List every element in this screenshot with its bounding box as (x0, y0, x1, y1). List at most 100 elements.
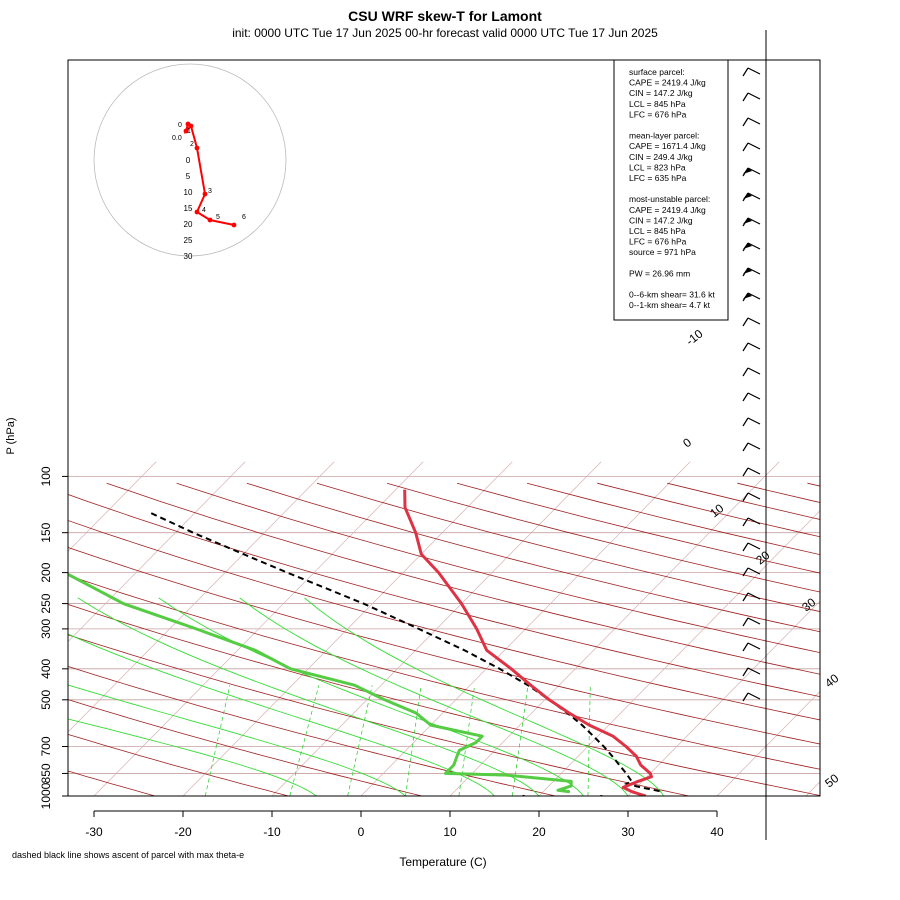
barb-shaft (747, 92, 761, 100)
hodograph-point-label: 4 (202, 207, 206, 214)
dry-adiabat-line (526, 482, 820, 556)
moist-adiabat-line (158, 597, 584, 796)
isotherm-line (0, 462, 67, 803)
background-grid: 1 2 3 5 8 12 20 (0, 461, 900, 809)
barb-flag (743, 218, 752, 224)
y-tick-label: 150 (39, 522, 53, 542)
wind-barb (742, 667, 761, 677)
hodograph-point (194, 209, 200, 215)
hodograph-ring-label: 15 (184, 204, 193, 213)
y-tick-label: 100 (39, 466, 53, 486)
barb-shaft (747, 642, 761, 650)
wind-barb (742, 267, 761, 277)
hodograph-point-label: 3 (208, 188, 212, 195)
wind-barb (742, 642, 761, 652)
mixing-ratio-line (204, 685, 231, 796)
barb-feather (742, 442, 749, 452)
barb-shaft (747, 67, 761, 75)
isotherm-line (68, 461, 157, 552)
dry-adiabat-line (68, 733, 291, 796)
y-tick-label: 200 (39, 562, 53, 582)
info-box-line: LCL = 845 hPa (629, 226, 686, 236)
mixing-ratio-line (347, 685, 373, 796)
x-tick-label: -30 (85, 825, 103, 839)
wind-barb (742, 67, 761, 77)
hodograph-point (183, 128, 189, 134)
dry-adiabat-line (68, 770, 157, 796)
x-axis-title: Temperature (C) (399, 855, 486, 869)
wind-barb (742, 242, 761, 252)
wind-barb (742, 617, 761, 627)
x-tick-label: 40 (710, 825, 724, 839)
y-tick-label: 400 (39, 658, 53, 678)
hodograph-point (231, 222, 237, 228)
barb-shaft (747, 367, 761, 375)
barb-shaft (747, 292, 761, 300)
barb-shaft (747, 217, 761, 225)
isotherm-line (538, 510, 820, 796)
isotherm-line (360, 461, 691, 796)
isotherm-label: 20 (753, 548, 772, 567)
y-tick-label: 850 (39, 763, 53, 783)
info-box-line: mean-layer parcel: (629, 131, 699, 141)
barb-feather (742, 667, 749, 677)
barb-feather (742, 367, 749, 377)
mixing-ratio-line (405, 685, 422, 796)
info-box-line: surface parcel: (629, 67, 685, 77)
barb-shaft (747, 342, 761, 350)
barb-flag (743, 168, 752, 174)
isotherm-label: 40 (822, 671, 841, 690)
hodograph-point-label: 2 (190, 141, 194, 148)
dewpoint-line (68, 572, 573, 794)
isotherm-label: 30 (799, 595, 818, 614)
dry-adiabat-line (68, 699, 424, 796)
barb-feather (742, 417, 749, 427)
hodograph-ring-label: 10 (184, 188, 193, 197)
x-tick-label: 10 (443, 825, 457, 839)
barb-flag (743, 268, 752, 274)
info-box-line: LFC = 635 hPa (629, 173, 687, 183)
info-box-line: LCL = 845 hPa (629, 99, 686, 109)
wind-barb (742, 317, 761, 327)
plot-frame (67, 59, 821, 797)
hodograph-point (202, 191, 208, 197)
moist-adiabat-line (239, 597, 629, 796)
wind-barb (742, 292, 761, 302)
mixing-ratio-label: 5 (405, 797, 417, 808)
info-box-line: most-unstable parcel: (629, 194, 710, 204)
barb-shaft (747, 542, 761, 550)
hodograph: 0 5 10 15 20 25 30 0 0.0 1 2 3 4 5 6 (93, 63, 287, 261)
barb-feather (742, 692, 749, 702)
barb-feather (742, 542, 749, 552)
barb-shaft (747, 667, 761, 675)
wind-barb (742, 467, 761, 477)
y-tick-label: 500 (39, 689, 53, 709)
wind-barb (742, 142, 761, 152)
moist-adiabat-line (68, 633, 495, 796)
barb-flag (743, 243, 752, 249)
hodograph-ring-label: 5 (186, 172, 191, 181)
hodograph-point-label: 5 (216, 214, 220, 221)
mixing-ratio-label: 12 (516, 793, 532, 809)
mixing-ratio-label: 1 (199, 797, 211, 808)
wind-barb (742, 692, 761, 702)
isotherm-label: -10 (683, 326, 706, 348)
x-tick-label: 20 (532, 825, 546, 839)
info-box-line: LFC = 676 hPa (629, 109, 687, 119)
dry-adiabat-line (68, 520, 820, 721)
barb-shaft (747, 442, 761, 450)
chart-title: CSU WRF skew-T for Lamont (348, 8, 542, 24)
dry-adiabat-line (878, 483, 900, 803)
dry-adiabat-line (106, 482, 820, 675)
isotherm-line (93, 461, 424, 796)
wind-barb (742, 92, 761, 102)
hodograph-ring-label: 20 (184, 220, 193, 229)
info-box-line: CIN = 249.4 J/kg (629, 152, 693, 162)
barb-shaft (747, 267, 761, 275)
barb-shaft (747, 467, 761, 475)
dry-adiabat-line (246, 482, 820, 633)
barb-shaft (747, 492, 761, 500)
barb-feather (742, 467, 749, 477)
